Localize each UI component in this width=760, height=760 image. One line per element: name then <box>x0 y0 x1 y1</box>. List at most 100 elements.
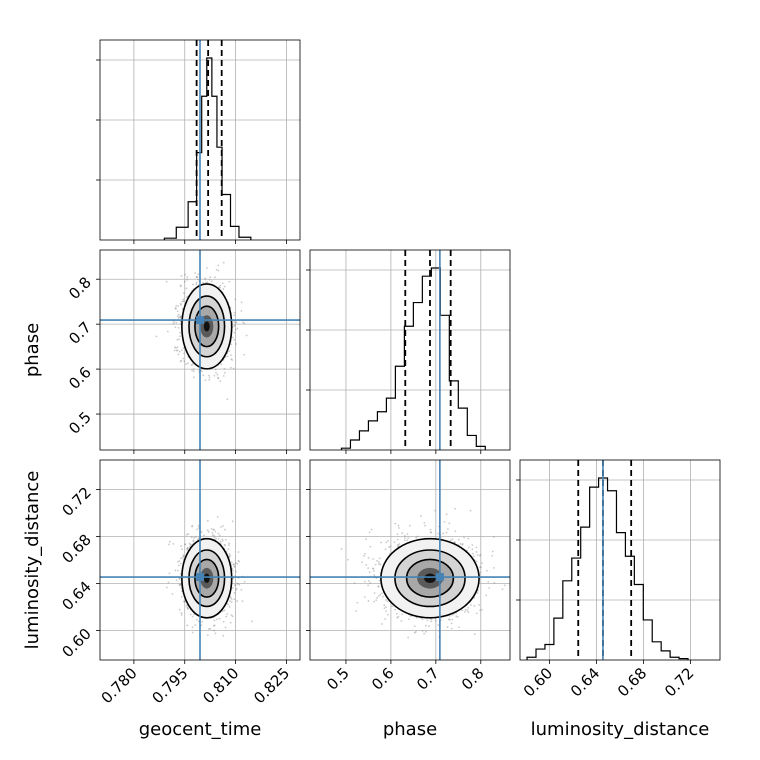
sample-point <box>243 353 246 356</box>
sample-point <box>207 628 210 630</box>
sample-point <box>228 605 231 608</box>
sample-point <box>186 278 189 281</box>
sample-point <box>236 600 239 602</box>
sample-point <box>212 528 215 531</box>
sample-point <box>181 349 183 352</box>
sample-point <box>479 609 482 612</box>
sample-point <box>223 285 226 288</box>
sample-point <box>183 600 186 603</box>
sample-point <box>176 569 179 572</box>
sample-point <box>424 524 426 527</box>
sample-point <box>184 273 186 276</box>
sample-point <box>407 636 410 639</box>
sample-point <box>181 307 184 310</box>
sample-point <box>191 626 194 629</box>
sample-point <box>455 615 458 618</box>
sample-point <box>179 316 181 319</box>
sample-point <box>238 583 241 586</box>
sample-point <box>457 538 460 541</box>
sample-point <box>189 544 192 546</box>
hist-luminosity_distance-step <box>526 477 689 660</box>
sample-point <box>233 314 236 317</box>
sample-point <box>423 521 426 524</box>
sample-point <box>243 580 246 583</box>
sample-point <box>230 597 233 600</box>
sample-point <box>179 583 182 586</box>
sample-point <box>233 320 236 323</box>
sample-point <box>398 543 401 545</box>
sample-point <box>226 398 229 401</box>
sample-point <box>179 302 182 305</box>
sample-point <box>186 606 189 609</box>
sample-point <box>186 547 189 550</box>
sample-point <box>207 374 210 377</box>
sample-point <box>207 634 209 636</box>
sample-point <box>200 624 203 627</box>
sample-point <box>503 584 506 587</box>
sample-point <box>190 364 193 367</box>
sample-point <box>204 379 207 382</box>
hist-phase-step <box>340 267 486 450</box>
x-tick-label-phase-3: 0.8 <box>458 664 488 694</box>
sample-point <box>214 530 217 533</box>
sample-point <box>178 583 181 586</box>
panel-luminosity_distance-vs-geocent_time-density <box>100 460 300 660</box>
sample-point <box>177 353 180 356</box>
sample-point <box>193 536 196 539</box>
sample-point <box>196 538 199 541</box>
sample-point <box>195 276 198 278</box>
sample-point <box>195 283 198 286</box>
sample-point <box>233 311 236 314</box>
sample-point <box>414 630 417 633</box>
sample-point <box>187 532 190 535</box>
y-tick-label-phase-0: 0.5 <box>65 408 95 438</box>
sample-point <box>488 586 491 589</box>
sample-point <box>372 570 375 572</box>
sample-point <box>479 553 482 556</box>
sample-point <box>231 359 234 361</box>
sample-point <box>181 548 183 551</box>
sample-point <box>223 543 226 546</box>
sample-point <box>165 586 168 589</box>
sample-point <box>196 528 198 531</box>
sample-point <box>173 320 175 323</box>
sample-point <box>478 603 481 606</box>
sample-point <box>245 334 248 337</box>
sample-point <box>355 610 358 612</box>
sample-point <box>187 236 189 238</box>
x-tick-label-geocent_time-2: 0.810 <box>199 664 242 707</box>
sample-point <box>446 626 449 628</box>
sample-point <box>227 548 230 551</box>
sample-point <box>222 620 225 623</box>
sample-point <box>182 300 185 303</box>
sample-point <box>235 321 238 324</box>
sample-point <box>180 303 182 306</box>
sample-point <box>374 563 377 566</box>
sample-point <box>472 555 475 558</box>
sample-point <box>207 531 210 533</box>
sample-point <box>192 539 195 542</box>
sample-point <box>217 376 219 379</box>
sample-point <box>209 276 212 279</box>
sample-point <box>222 288 225 290</box>
sample-point <box>179 562 182 565</box>
sample-point <box>206 520 209 522</box>
sample-point <box>191 631 194 634</box>
sample-point <box>370 528 373 531</box>
sample-point <box>467 546 470 549</box>
sample-point <box>463 611 466 613</box>
sample-point <box>230 343 233 346</box>
sample-point <box>397 524 400 527</box>
sample-point <box>442 532 444 535</box>
sample-point <box>177 564 180 567</box>
sample-point <box>233 338 236 341</box>
sample-point <box>423 632 425 635</box>
sample-point <box>172 322 175 325</box>
sample-point <box>416 535 419 538</box>
sample-point <box>234 562 237 565</box>
sample-point <box>219 286 221 289</box>
sample-point <box>217 537 220 540</box>
sample-point <box>383 607 386 610</box>
sample-point <box>192 283 194 286</box>
sample-point <box>437 532 440 535</box>
